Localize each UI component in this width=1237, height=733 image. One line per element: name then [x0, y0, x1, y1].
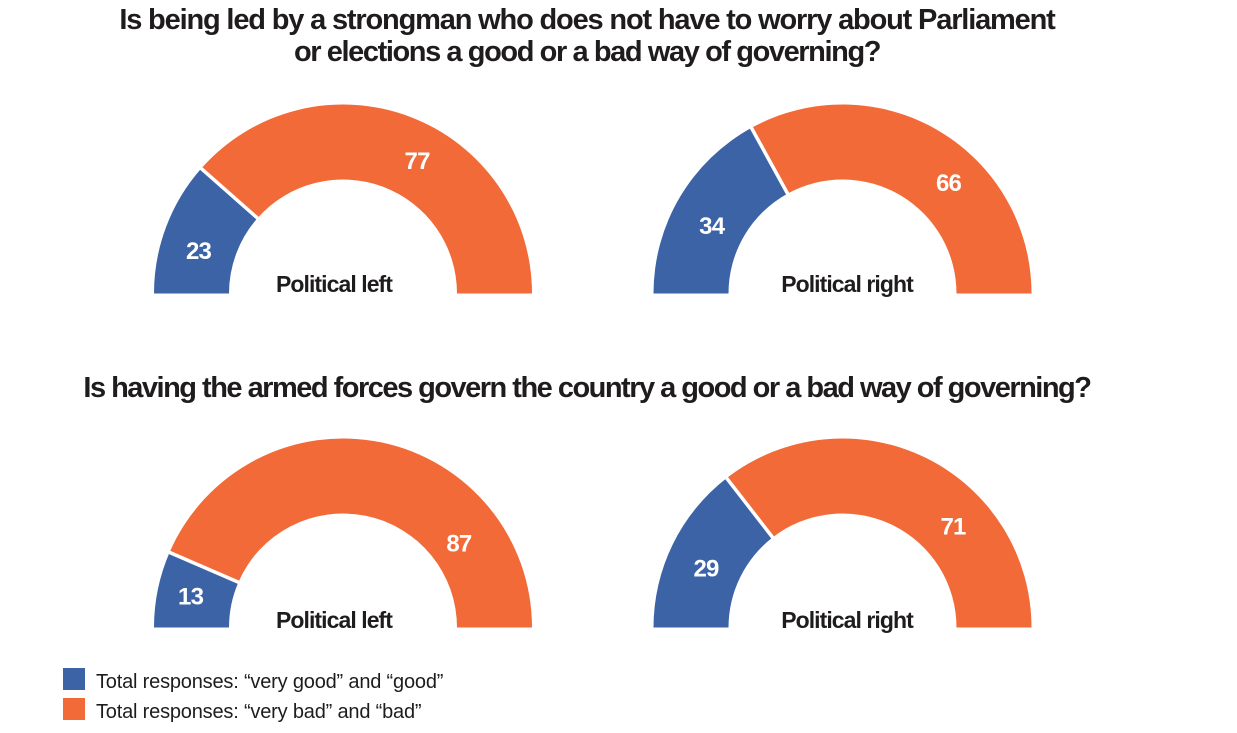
svg-text:87: 87: [446, 531, 472, 558]
svg-text:23: 23: [186, 238, 212, 265]
svg-text:66: 66: [936, 170, 962, 197]
svg-text:77: 77: [405, 148, 431, 175]
svg-text:34: 34: [699, 213, 726, 240]
svg-text:13: 13: [178, 583, 204, 610]
svg-text:29: 29: [693, 556, 719, 583]
svg-text:71: 71: [940, 513, 966, 540]
